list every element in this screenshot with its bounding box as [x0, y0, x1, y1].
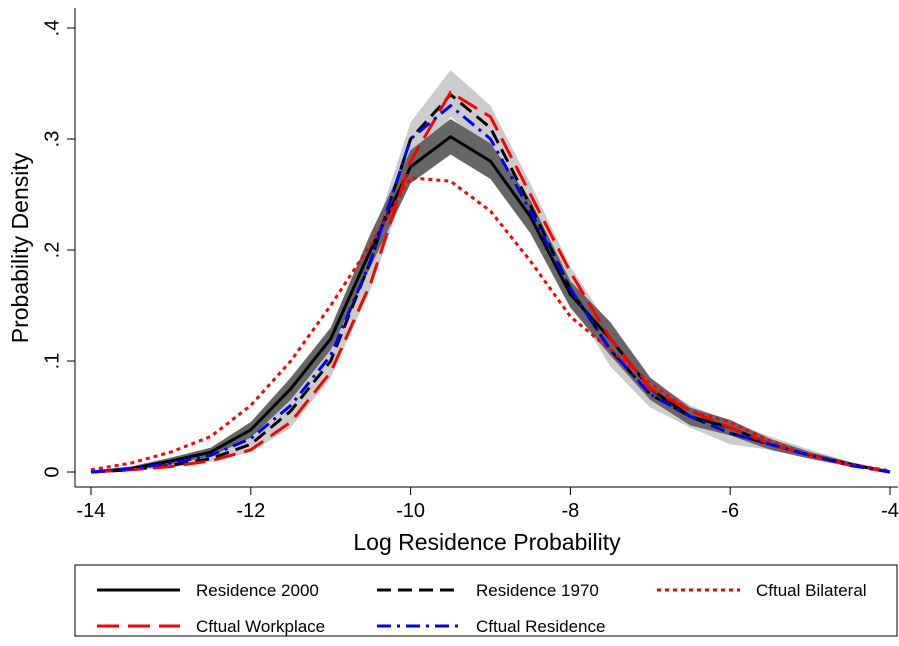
density-line: [90, 90, 891, 474]
y-tick-label: .1: [41, 353, 63, 370]
x-tick-label: -14: [77, 500, 106, 522]
x-tick-label: -12: [236, 500, 265, 522]
y-tick-label: .4: [41, 20, 63, 37]
legend-label: Residence 2000: [196, 581, 319, 600]
confidence-band: [90, 119, 891, 473]
legend-label: Residence 1970: [476, 581, 599, 600]
density-line: [90, 92, 891, 474]
x-axis-title: Log Residence Probability: [353, 529, 621, 555]
density-line: [90, 134, 891, 474]
y-tick-label: 0: [41, 466, 63, 477]
x-tick-label: -4: [881, 500, 899, 522]
legend-label: Cftual Workplace: [196, 617, 325, 636]
legend-label: Cftual Bilateral: [756, 581, 867, 600]
density-line: [90, 176, 891, 473]
legend-box: [74, 564, 898, 637]
x-tick-label: -8: [561, 500, 579, 522]
x-tick-label: -10: [396, 500, 425, 522]
y-tick-label: .2: [41, 242, 63, 259]
density-line: [90, 103, 891, 474]
y-tick-label: .3: [41, 131, 63, 148]
y-axis-title: Probability Density: [7, 152, 33, 343]
x-tick-label: -6: [721, 500, 739, 522]
confidence-band: [90, 70, 891, 473]
legend-label: Cftual Residence: [476, 617, 605, 636]
